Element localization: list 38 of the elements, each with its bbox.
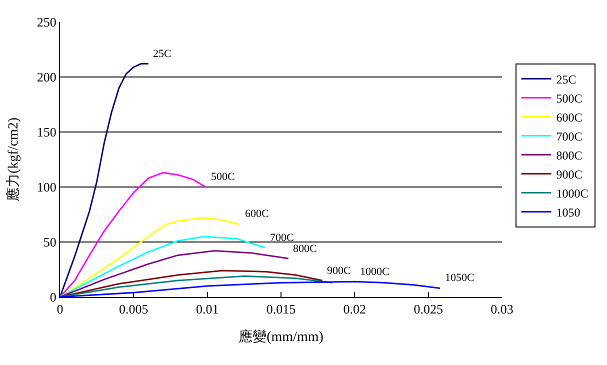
y-tick-label: 150: [36, 124, 56, 140]
y-axis-title: 應力(kgf/cm2): [6, 117, 22, 202]
annotation: 1050C: [445, 272, 474, 284]
x-tick-label: 0.025: [414, 302, 443, 317]
x-tick-label: 0.015: [266, 302, 296, 317]
x-tick-label: 0.02: [343, 302, 366, 317]
annotation: 500C: [211, 171, 235, 183]
x-tick-label: 0.01: [196, 302, 219, 317]
line-series: [60, 270, 323, 297]
legend-label: 1000C: [556, 186, 588, 200]
annotation: 25C: [153, 48, 172, 60]
annotation: 700C: [270, 232, 294, 244]
x-tick-label: 0.005: [119, 302, 148, 317]
y-tick-label: 50: [43, 234, 56, 250]
line-series: [60, 63, 150, 297]
line-series: [60, 236, 266, 297]
legend-label: 700C: [556, 129, 582, 144]
x-axis-title: 應變(mm/mm): [238, 328, 324, 345]
line-series: [60, 172, 207, 297]
y-tick-label: 200: [36, 70, 56, 85]
y-tick-label: 250: [36, 14, 56, 30]
legend-label: 600C: [556, 110, 582, 124]
y-tick-label: 0: [50, 290, 56, 305]
line-series: [60, 275, 334, 297]
legend-label: 25C: [556, 72, 576, 86]
line-series: [60, 280, 441, 297]
legend-label: 800C: [556, 148, 582, 162]
line-series: [60, 217, 240, 297]
x-tick-label: 0.03: [490, 302, 514, 317]
line-series: [60, 250, 290, 297]
annotation: 900C: [327, 265, 351, 277]
legend-label: 1050: [556, 205, 580, 220]
annotation: 1000C: [360, 266, 390, 278]
annotation: 800C: [293, 243, 317, 255]
legend-label: 900C: [556, 167, 582, 182]
y-tick-label: 100: [36, 180, 56, 195]
legend-label: 500C: [556, 91, 582, 106]
annotation: 600C: [245, 208, 269, 220]
